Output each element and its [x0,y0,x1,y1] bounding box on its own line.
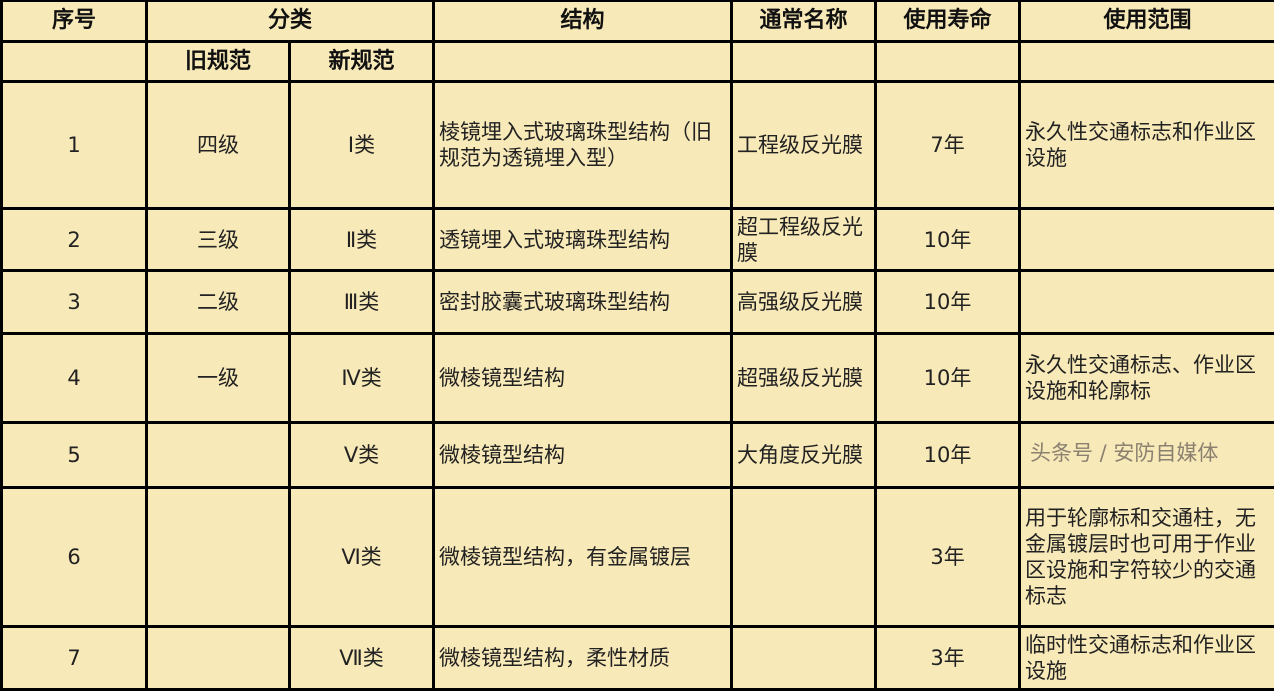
header-no: 序号 [2,1,147,42]
cell-life: 10年 [876,209,1020,271]
header-structure: 结构 [434,1,732,42]
cell-old [147,488,290,627]
cell-new: Ⅲ类 [290,271,434,334]
header-row: 序号 分类 结构 通常名称 使用寿命 使用范围 [2,1,1274,42]
cell-scope: 永久性交通标志、作业区设施和轮廓标 [1020,334,1274,423]
cell-life: 7年 [876,82,1020,209]
cell-structure: 微棱镜型结构，柔性材质 [434,627,732,690]
cell-no: 4 [2,334,147,423]
cell-structure: 微棱镜型结构 [434,423,732,488]
cell-no: 2 [2,209,147,271]
watermark: 头条号 / 安防自媒体 [1030,440,1266,466]
cell-name: 超工程级反光膜 [732,209,876,271]
header-name: 通常名称 [732,1,876,42]
cell-life: 10年 [876,334,1020,423]
table-row: 6 Ⅵ类微棱镜型结构，有金属镀层 3年用于轮廓标和交通柱，无金属镀层时也可用于作业区… [2,488,1274,627]
cell-scope [1020,209,1274,271]
cell-life: 3年 [876,488,1020,627]
header-life: 使用寿命 [876,1,1020,42]
cell-structure: 透镜埋入式玻璃珠型结构 [434,209,732,271]
cell-no: 3 [2,271,147,334]
cell-name [732,488,876,627]
subheader-row: 旧规范 新规范 [2,42,1274,82]
header-old: 旧规范 [147,42,290,82]
cell-scope: 永久性交通标志和作业区设施 [1020,82,1274,209]
header-class: 分类 [147,1,434,42]
cell-old [147,423,290,488]
cell-old: 三级 [147,209,290,271]
cell-structure: 密封胶囊式玻璃珠型结构 [434,271,732,334]
cell-new: Ⅳ类 [290,334,434,423]
cell-no: 1 [2,82,147,209]
cell-scope: 临时性交通标志和作业区设施 [1020,627,1274,690]
cell-life: 10年 [876,423,1020,488]
cell-life: 10年 [876,271,1020,334]
cell-structure: 微棱镜型结构，有金属镀层 [434,488,732,627]
cell-scope: 用于轮廓标和交通柱，无金属镀层时也可用于作业区设施和字符较少的交通标志 [1020,488,1274,627]
cell-name: 高强级反光膜 [732,271,876,334]
cell-no: 5 [2,423,147,488]
cell-name [732,627,876,690]
cell-name: 超强级反光膜 [732,334,876,423]
header-scope: 使用范围 [1020,1,1274,42]
cell-old [147,627,290,690]
cell-old: 四级 [147,82,290,209]
cell-name: 大角度反光膜 [732,423,876,488]
cell-new: Ⅰ类 [290,82,434,209]
cell-scope [1020,271,1274,334]
cell-structure: 微棱镜型结构 [434,334,732,423]
cell-new: Ⅴ类 [290,423,434,488]
cell-no: 7 [2,627,147,690]
cell-structure: 棱镜埋入式玻璃珠型结构（旧规范为透镜埋入型） [434,82,732,209]
cell-no: 6 [2,488,147,627]
cell-old: 二级 [147,271,290,334]
cell-new: Ⅵ类 [290,488,434,627]
cell-name: 工程级反光膜 [732,82,876,209]
cell-life: 3年 [876,627,1020,690]
cell-new: Ⅱ类 [290,209,434,271]
cell-new: Ⅶ类 [290,627,434,690]
header-new: 新规范 [290,42,434,82]
table-row: 7 Ⅶ类微棱镜型结构，柔性材质 3年临时性交通标志和作业区设施 [2,627,1274,690]
cell-old: 一级 [147,334,290,423]
